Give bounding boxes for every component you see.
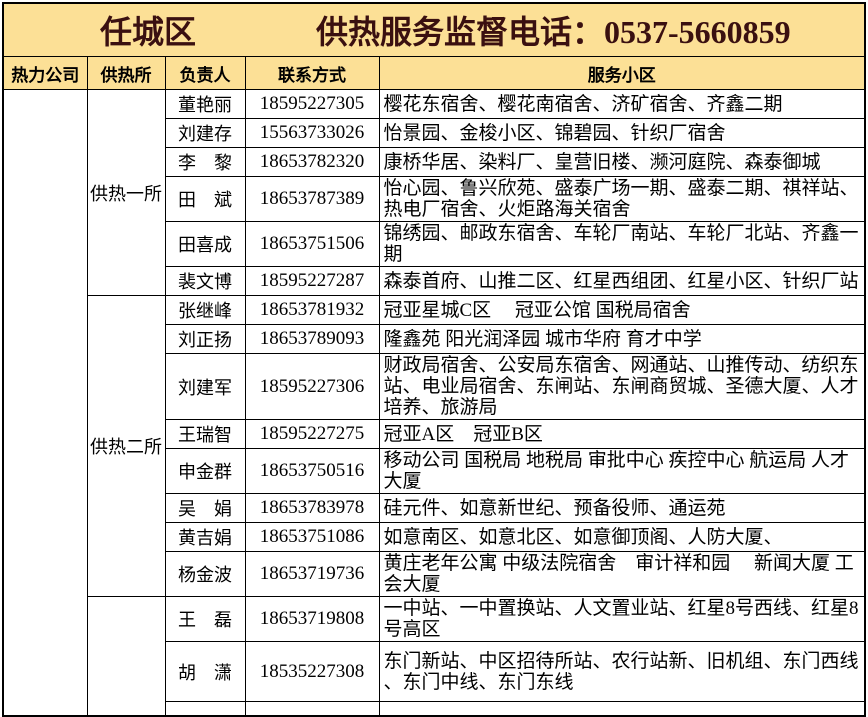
- communities-cell: 东门新站、中区招待所站、农行站新、旧机组、东门西线、东门中线、东门东线: [378, 641, 866, 702]
- communities-cell: 一中站、一中置换站、人文置业站、红星8号西线、红星8号高区: [378, 596, 866, 642]
- communities-cell: 怡景园、金梭小区、锦碧园、针织厂宿舍: [378, 118, 866, 148]
- station-cell-3: [86, 596, 166, 716]
- phone-cell: 15563733026: [244, 118, 380, 148]
- phone-cell: 18653751086: [244, 522, 380, 552]
- table-row: 刘正扬 18653789093 隆鑫苑 阳光润泽园 城市华府 育才中学: [3, 324, 866, 354]
- table-row: 田 斌 18653787389 怡心园、鲁兴欣苑、盛泰广场一期、盛泰二期、祺祥站…: [3, 176, 866, 222]
- communities-cell: 冠亚A区 冠亚B区: [378, 419, 866, 449]
- communities-cell: 黄庄老年公寓 中级法院宿舍 审计祥和园 新闻大厦 工会大厦: [378, 551, 866, 597]
- table-row: 田喜成 18653751506 锦绣园、邮政东宿舍、车轮厂南站、车轮厂北站、齐鑫…: [3, 221, 866, 267]
- manager-cell: 张继峰: [164, 295, 246, 325]
- communities-cell: 锦绣园、邮政东宿舍、车轮厂南站、车轮厂北站、齐鑫一期: [378, 221, 866, 267]
- communities-cell: 财政局宿舍、公安局东宿舍、网通站、山推传动、纺织东站、电业局宿舍、东闸站、东闸商…: [378, 353, 866, 420]
- manager-cell: 黄吉娟: [164, 522, 246, 552]
- hotline-title: 供热服务监督电话：0537-5660859: [316, 14, 791, 50]
- station-cell-2: 供热二所: [86, 295, 166, 597]
- manager-cell: 刘正扬: [164, 324, 246, 354]
- table-row: 刘建存 15563733026 怡景园、金梭小区、锦碧园、针织厂宿舍: [3, 118, 866, 148]
- table-row: 刘建军 18595227306 财政局宿舍、公安局东宿舍、网通站、山推传动、纺织…: [3, 353, 866, 420]
- manager-cell: 刘建军: [164, 353, 246, 420]
- communities-cell: 隆鑫苑 阳光润泽园 城市华府 育才中学: [378, 324, 866, 354]
- manager-cell: 田喜成: [164, 221, 246, 267]
- table-row: 吴 娟 18653783978 硅元件、如意新世纪、预备役师、通运苑: [3, 493, 866, 523]
- table-row: 供热一所 董艳丽 18595227305 樱花东宿舍、樱花南宿舍、济矿宿舍、齐鑫…: [2, 89, 866, 716]
- table-row: 黄吉娟 18653751086 如意南区、如意北区、如意御顶阁、人防大厦、: [3, 522, 866, 552]
- communities-cell: 康桥华居、染料厂、皇营旧楼、濒河庭院、森泰御城: [378, 147, 866, 177]
- manager-cell: 杨金波: [164, 551, 246, 597]
- phone-cell: 18653783978: [244, 493, 380, 523]
- manager-cell: 申金群: [164, 448, 246, 494]
- manager-cell: 刘建存: [164, 118, 246, 148]
- manager-cell: 董艳丽: [164, 89, 246, 119]
- col-header-manager: 负责人: [164, 56, 246, 90]
- table-row: 供热二所 张继峰 18653781932 冠亚星城C区 冠亚公馆 国税局宿舍: [3, 295, 866, 597]
- table-row: 杨金波 18653719736 黄庄老年公寓 中级法院宿舍 审计祥和园 新闻大厦…: [3, 551, 866, 597]
- communities-cell: [378, 701, 866, 716]
- phone-cell: 18595227287: [244, 266, 380, 296]
- phone-cell: 18653719808: [244, 596, 380, 642]
- phone-cell: 18653789093: [244, 324, 380, 354]
- col-header-communities: 服务小区: [378, 56, 866, 90]
- title-row: 任城区 供热服务监督电话：0537-5660859: [2, 2, 866, 57]
- communities-cell: 移动公司 国税局 地税局 审批中心 疾控中心 航运局 人才大厦: [378, 448, 866, 494]
- communities-cell: 樱花东宿舍、樱花南宿舍、济矿宿舍、齐鑫二期: [378, 89, 866, 119]
- phone-cell: 18595227305: [244, 89, 380, 119]
- manager-cell: 王 磊: [164, 596, 246, 642]
- phone-cell: 18653782320: [244, 147, 380, 177]
- communities-cell: 冠亚星城C区 冠亚公馆 国税局宿舍: [378, 295, 866, 325]
- communities-cell: 森泰首府、山推二区、红星西组团、红星小区、针织厂站: [378, 266, 866, 296]
- col-header-station: 供热所: [86, 56, 166, 90]
- table-row: 裴文博 18595227287 森泰首府、山推二区、红星西组团、红星小区、针织厂…: [3, 266, 866, 296]
- table-row: 李 黎 18653782320 康桥华居、染料厂、皇营旧楼、濒河庭院、森泰御城: [3, 147, 866, 177]
- manager-cell: 胡 潇: [164, 641, 246, 702]
- table-row: 王瑞智 18595227275 冠亚A区 冠亚B区: [3, 419, 866, 449]
- phone-cell: [244, 701, 380, 716]
- communities-cell: 怡心园、鲁兴欣苑、盛泰广场一期、盛泰二期、祺祥站、热电厂宿舍、火炬路海关宿舍: [378, 176, 866, 222]
- col-header-company: 热力公司: [2, 56, 88, 90]
- station-cell-1: 供热一所: [86, 89, 166, 296]
- manager-cell: 李 黎: [164, 147, 246, 177]
- phone-cell: 18595227306: [244, 353, 380, 420]
- col-header-contact: 联系方式: [244, 56, 380, 90]
- phone-cell: 18653787389: [244, 176, 380, 222]
- manager-cell: 田 斌: [164, 176, 246, 222]
- phone-cell: 18653750516: [244, 448, 380, 494]
- communities-cell: 如意南区、如意北区、如意御顶阁、人防大厦、: [378, 522, 866, 552]
- manager-cell: 吴 娟: [164, 493, 246, 523]
- phone-cell: 18653751506: [244, 221, 380, 267]
- phone-cell: 18595227275: [244, 419, 380, 449]
- manager-cell: 裴文博: [164, 266, 246, 296]
- manager-cell: 王瑞智: [164, 419, 246, 449]
- table-row: 申金群 18653750516 移动公司 国税局 地税局 审批中心 疾控中心 航…: [3, 448, 866, 494]
- phone-cell: 18653781932: [244, 295, 380, 325]
- district-title: 任城区: [100, 14, 197, 50]
- communities-cell: 硅元件、如意新世纪、预备役师、通运苑: [378, 493, 866, 523]
- table-row: 王 磊 18653719808 一中站、一中置换站、人文置业站、红星8号西线、红…: [3, 596, 866, 716]
- table-title: 任城区 供热服务监督电话：0537-5660859: [2, 2, 866, 57]
- column-header-row: 热力公司 供热所 负责人 联系方式 服务小区: [2, 56, 866, 90]
- company-cell: [2, 89, 88, 716]
- manager-cell: [164, 701, 246, 716]
- phone-cell: 18535227308: [244, 641, 380, 702]
- phone-cell: 18653719736: [244, 551, 380, 597]
